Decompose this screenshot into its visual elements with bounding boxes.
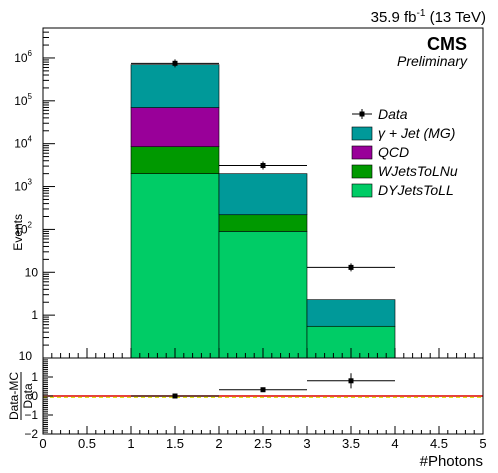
y-tick-label: 1 [31, 308, 38, 322]
x-tick-label: 1.5 [166, 436, 184, 451]
stack-bar-qcd-bin-1 [130, 107, 220, 148]
legend-label: Data [378, 106, 408, 122]
y-tick-label: 102 [14, 220, 32, 236]
data-point [348, 264, 354, 270]
main-ylabel: Events [11, 214, 25, 251]
y-tick-label: 104 [14, 135, 32, 151]
ratio-point [172, 393, 178, 399]
ratio-y-tick-label: −1 [24, 408, 38, 422]
legend: Data γ + Jet (MG) QCD WJetsToLNu DYJetsToLL [351, 106, 458, 198]
y-tick-label: 106 [14, 49, 32, 65]
x-tick-label: 3.5 [342, 436, 360, 451]
x-tick-label: 3 [303, 436, 310, 451]
legend-swatch [351, 126, 373, 141]
ratio-ylabel-denominator: Data [21, 383, 35, 409]
legend-label: DYJetsToLL [378, 182, 454, 198]
ratio-y-tick-label: 1 [31, 370, 38, 384]
x-axis-label: #Photons [420, 453, 483, 470]
x-tick-label: 1 [127, 436, 134, 451]
stack-bar-wjetstolnu-bin-2 [218, 214, 308, 232]
legend-marker [359, 111, 365, 117]
ratio-frame [42, 357, 484, 435]
ratio-y-tick-label: 0 [31, 389, 38, 403]
ratio-ylabel: Data-MC Data [7, 372, 35, 420]
x-tick-label: 4 [391, 436, 398, 451]
data-point [260, 162, 266, 168]
legend-label: γ + Jet (MG) [378, 125, 455, 141]
stack-bar-dyjetstoll-bin-1 [130, 173, 220, 359]
stack-bar--jet-mg--bin-2 [218, 173, 308, 216]
x-tick-label: 2.5 [254, 436, 272, 451]
x-tick-label: 4.5 [430, 436, 448, 451]
ratio-point [348, 378, 354, 384]
x-tick-label: 2 [215, 436, 222, 451]
y-tick-label: 105 [14, 92, 32, 108]
x-tick-label: 0 [39, 436, 46, 451]
stack-bar-wjetstolnu-bin-1 [130, 146, 220, 174]
luminosity-label: 35.9 fb-1 (13 TeV) [371, 8, 486, 26]
legend-label: WJetsToLNu [378, 163, 458, 179]
experiment-label: CMS [427, 34, 467, 54]
stack-bar--jet-mg--bin-1 [130, 64, 220, 108]
y-tick-label: 103 [14, 178, 32, 194]
x-tick-label: 5 [479, 436, 486, 451]
ratio-y-tick-label: −2 [24, 427, 38, 441]
legend-swatch [351, 145, 373, 160]
stack-bar--jet-mg--bin-3 [306, 299, 396, 327]
ratio-point [260, 387, 266, 393]
legend-swatch [351, 183, 373, 198]
stack-bar-dyjetstoll-bin-2 [218, 231, 308, 359]
status-label: Preliminary [397, 53, 468, 69]
x-tick-label: 0.5 [78, 436, 96, 451]
y-tick-label-clipped: 10 [19, 349, 33, 363]
y-tick-label: 10 [25, 265, 39, 279]
legend-label: QCD [378, 144, 409, 160]
legend-swatch [351, 164, 373, 179]
main-panel: 1 10 102 103 104 105 106 10 [14, 27, 484, 363]
data-point [172, 60, 178, 66]
ratio-ylabel-numerator: Data-MC [7, 372, 21, 420]
